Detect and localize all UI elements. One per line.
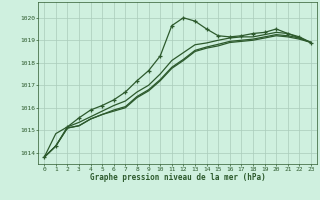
X-axis label: Graphe pression niveau de la mer (hPa): Graphe pression niveau de la mer (hPa) [90,173,266,182]
